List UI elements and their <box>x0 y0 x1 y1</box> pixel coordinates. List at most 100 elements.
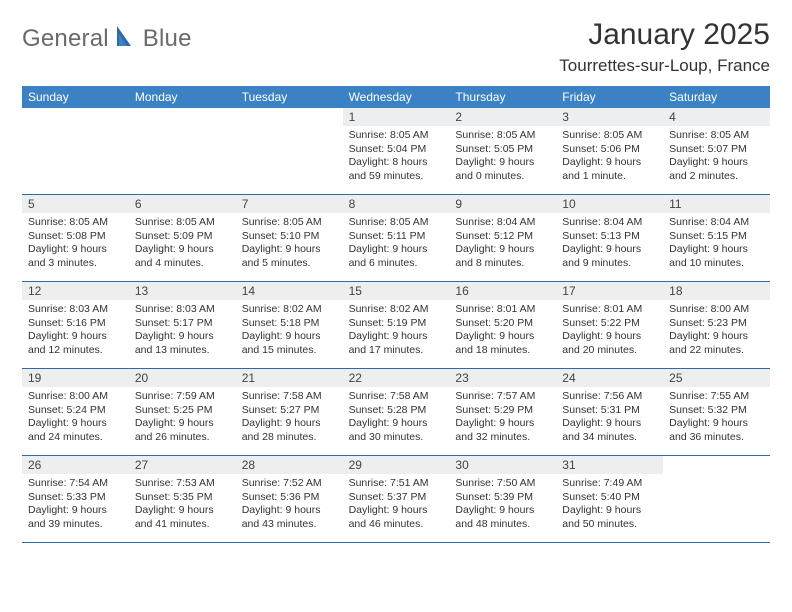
sunrise-line: Sunrise: 8:05 AM <box>562 129 657 143</box>
day-body: Sunrise: 8:05 AMSunset: 5:11 PMDaylight:… <box>343 213 450 275</box>
sunrise-line: Sunrise: 7:51 AM <box>349 477 444 491</box>
day-number: 10 <box>556 195 663 213</box>
day-body: Sunrise: 8:03 AMSunset: 5:17 PMDaylight:… <box>129 300 236 362</box>
day-body: Sunrise: 8:05 AMSunset: 5:07 PMDaylight:… <box>663 126 770 188</box>
sunrise-line: Sunrise: 7:54 AM <box>28 477 123 491</box>
weeks-container: 1Sunrise: 8:05 AMSunset: 5:04 PMDaylight… <box>22 108 770 543</box>
day-body: Sunrise: 8:00 AMSunset: 5:23 PMDaylight:… <box>663 300 770 362</box>
daylight-line: Daylight: 9 hours and 13 minutes. <box>135 330 230 357</box>
sunset-line: Sunset: 5:15 PM <box>669 230 764 244</box>
day-body: Sunrise: 8:05 AMSunset: 5:04 PMDaylight:… <box>343 126 450 188</box>
sunset-line: Sunset: 5:19 PM <box>349 317 444 331</box>
week-row: 26Sunrise: 7:54 AMSunset: 5:33 PMDayligh… <box>22 456 770 543</box>
daylight-line: Daylight: 9 hours and 48 minutes. <box>455 504 550 531</box>
day-cell: 6Sunrise: 8:05 AMSunset: 5:09 PMDaylight… <box>129 195 236 281</box>
sunset-line: Sunset: 5:06 PM <box>562 143 657 157</box>
day-cell: 28Sunrise: 7:52 AMSunset: 5:36 PMDayligh… <box>236 456 343 542</box>
daylight-line: Daylight: 9 hours and 1 minute. <box>562 156 657 183</box>
logo-text-blue: Blue <box>143 25 192 53</box>
daylight-line: Daylight: 9 hours and 5 minutes. <box>242 243 337 270</box>
daylight-line: Daylight: 9 hours and 22 minutes. <box>669 330 764 357</box>
day-cell: 29Sunrise: 7:51 AMSunset: 5:37 PMDayligh… <box>343 456 450 542</box>
day-body: Sunrise: 8:05 AMSunset: 5:08 PMDaylight:… <box>22 213 129 275</box>
daylight-line: Daylight: 9 hours and 2 minutes. <box>669 156 764 183</box>
day-cell: 2Sunrise: 8:05 AMSunset: 5:05 PMDaylight… <box>449 108 556 194</box>
day-body: Sunrise: 8:01 AMSunset: 5:20 PMDaylight:… <box>449 300 556 362</box>
day-number: 15 <box>343 282 450 300</box>
day-body: Sunrise: 7:59 AMSunset: 5:25 PMDaylight:… <box>129 387 236 449</box>
sunset-line: Sunset: 5:07 PM <box>669 143 764 157</box>
logo-text-general: General <box>22 25 109 53</box>
sunset-line: Sunset: 5:12 PM <box>455 230 550 244</box>
day-number: 17 <box>556 282 663 300</box>
day-body: Sunrise: 8:02 AMSunset: 5:19 PMDaylight:… <box>343 300 450 362</box>
day-number: 14 <box>236 282 343 300</box>
daylight-line: Daylight: 9 hours and 34 minutes. <box>562 417 657 444</box>
day-cell: 4Sunrise: 8:05 AMSunset: 5:07 PMDaylight… <box>663 108 770 194</box>
day-cell <box>236 108 343 194</box>
sunrise-line: Sunrise: 8:03 AM <box>28 303 123 317</box>
dow-saturday: Saturday <box>663 86 770 108</box>
sunset-line: Sunset: 5:37 PM <box>349 491 444 505</box>
daylight-line: Daylight: 8 hours and 59 minutes. <box>349 156 444 183</box>
sunset-line: Sunset: 5:20 PM <box>455 317 550 331</box>
day-body: Sunrise: 7:52 AMSunset: 5:36 PMDaylight:… <box>236 474 343 536</box>
day-body: Sunrise: 7:49 AMSunset: 5:40 PMDaylight:… <box>556 474 663 536</box>
day-number: 19 <box>22 369 129 387</box>
calendar: Sunday Monday Tuesday Wednesday Thursday… <box>22 86 770 543</box>
day-body: Sunrise: 8:03 AMSunset: 5:16 PMDaylight:… <box>22 300 129 362</box>
day-body: Sunrise: 8:05 AMSunset: 5:06 PMDaylight:… <box>556 126 663 188</box>
week-row: 5Sunrise: 8:05 AMSunset: 5:08 PMDaylight… <box>22 195 770 282</box>
day-cell: 18Sunrise: 8:00 AMSunset: 5:23 PMDayligh… <box>663 282 770 368</box>
day-body: Sunrise: 8:05 AMSunset: 5:10 PMDaylight:… <box>236 213 343 275</box>
day-body: Sunrise: 7:58 AMSunset: 5:27 PMDaylight:… <box>236 387 343 449</box>
day-cell: 5Sunrise: 8:05 AMSunset: 5:08 PMDaylight… <box>22 195 129 281</box>
sunset-line: Sunset: 5:04 PM <box>349 143 444 157</box>
sunrise-line: Sunrise: 8:05 AM <box>135 216 230 230</box>
sunrise-line: Sunrise: 7:50 AM <box>455 477 550 491</box>
day-number: 7 <box>236 195 343 213</box>
dow-monday: Monday <box>129 86 236 108</box>
daylight-line: Daylight: 9 hours and 26 minutes. <box>135 417 230 444</box>
day-number: 2 <box>449 108 556 126</box>
sunset-line: Sunset: 5:13 PM <box>562 230 657 244</box>
day-number: 13 <box>129 282 236 300</box>
day-number: 29 <box>343 456 450 474</box>
sunrise-line: Sunrise: 8:05 AM <box>669 129 764 143</box>
sunset-line: Sunset: 5:31 PM <box>562 404 657 418</box>
day-number: 4 <box>663 108 770 126</box>
sunrise-line: Sunrise: 8:05 AM <box>28 216 123 230</box>
dow-thursday: Thursday <box>449 86 556 108</box>
day-cell <box>663 456 770 542</box>
sunset-line: Sunset: 5:05 PM <box>455 143 550 157</box>
daylight-line: Daylight: 9 hours and 24 minutes. <box>28 417 123 444</box>
day-cell: 22Sunrise: 7:58 AMSunset: 5:28 PMDayligh… <box>343 369 450 455</box>
day-number: 6 <box>129 195 236 213</box>
day-cell: 31Sunrise: 7:49 AMSunset: 5:40 PMDayligh… <box>556 456 663 542</box>
day-cell <box>22 108 129 194</box>
sunset-line: Sunset: 5:39 PM <box>455 491 550 505</box>
dow-tuesday: Tuesday <box>236 86 343 108</box>
sunrise-line: Sunrise: 7:57 AM <box>455 390 550 404</box>
sunrise-line: Sunrise: 8:05 AM <box>349 129 444 143</box>
sunrise-line: Sunrise: 7:58 AM <box>349 390 444 404</box>
daylight-line: Daylight: 9 hours and 28 minutes. <box>242 417 337 444</box>
daylight-line: Daylight: 9 hours and 3 minutes. <box>28 243 123 270</box>
day-body: Sunrise: 8:00 AMSunset: 5:24 PMDaylight:… <box>22 387 129 449</box>
day-cell: 11Sunrise: 8:04 AMSunset: 5:15 PMDayligh… <box>663 195 770 281</box>
day-cell: 19Sunrise: 8:00 AMSunset: 5:24 PMDayligh… <box>22 369 129 455</box>
day-number: 28 <box>236 456 343 474</box>
day-body: Sunrise: 8:05 AMSunset: 5:05 PMDaylight:… <box>449 126 556 188</box>
sunset-line: Sunset: 5:32 PM <box>669 404 764 418</box>
day-number: 1 <box>343 108 450 126</box>
day-body: Sunrise: 7:57 AMSunset: 5:29 PMDaylight:… <box>449 387 556 449</box>
day-cell: 14Sunrise: 8:02 AMSunset: 5:18 PMDayligh… <box>236 282 343 368</box>
day-body: Sunrise: 7:53 AMSunset: 5:35 PMDaylight:… <box>129 474 236 536</box>
sunset-line: Sunset: 5:33 PM <box>28 491 123 505</box>
day-cell: 12Sunrise: 8:03 AMSunset: 5:16 PMDayligh… <box>22 282 129 368</box>
day-cell: 24Sunrise: 7:56 AMSunset: 5:31 PMDayligh… <box>556 369 663 455</box>
daylight-line: Daylight: 9 hours and 4 minutes. <box>135 243 230 270</box>
daylight-line: Daylight: 9 hours and 39 minutes. <box>28 504 123 531</box>
week-row: 1Sunrise: 8:05 AMSunset: 5:04 PMDaylight… <box>22 108 770 195</box>
day-cell: 20Sunrise: 7:59 AMSunset: 5:25 PMDayligh… <box>129 369 236 455</box>
